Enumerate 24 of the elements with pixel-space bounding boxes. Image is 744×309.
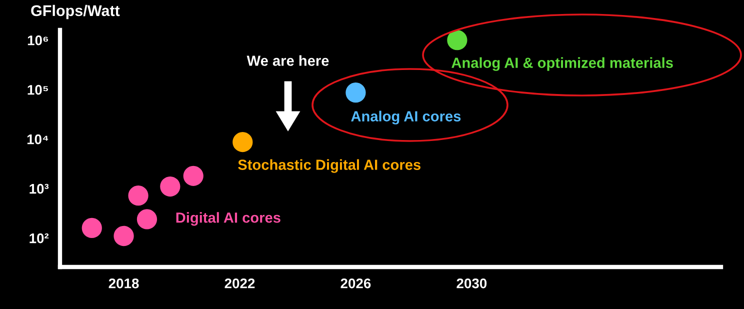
point	[447, 30, 468, 50]
y-axis-title: GFlops/Watt	[31, 4, 120, 20]
series-label: Analog AI & optimized materials	[452, 57, 673, 71]
y-tick-label: 10⁴	[27, 134, 48, 144]
x-tick-label: 2026	[340, 278, 371, 288]
x-tick-label: 2030	[456, 278, 487, 288]
point	[136, 209, 158, 230]
point	[114, 226, 134, 246]
annotation: We are here	[246, 55, 329, 66]
x-tick-label: 2022	[224, 278, 255, 288]
y-tick-label: 10²	[30, 233, 49, 244]
point	[160, 176, 180, 197]
y-tick-label: 10⁵	[28, 84, 48, 95]
point	[82, 218, 102, 238]
series-label: Digital AI cores	[176, 212, 280, 226]
series-label: Analog AI cores	[351, 110, 461, 124]
y-tick-label: 10⁶	[28, 35, 48, 46]
point	[232, 132, 253, 152]
series-label: Stochastic Digital AI cores	[238, 159, 420, 173]
x-tick-label: 2018	[108, 278, 139, 288]
y-tick-label: 10³	[30, 184, 49, 194]
point	[128, 186, 148, 206]
point	[346, 82, 366, 103]
point	[183, 166, 204, 186]
